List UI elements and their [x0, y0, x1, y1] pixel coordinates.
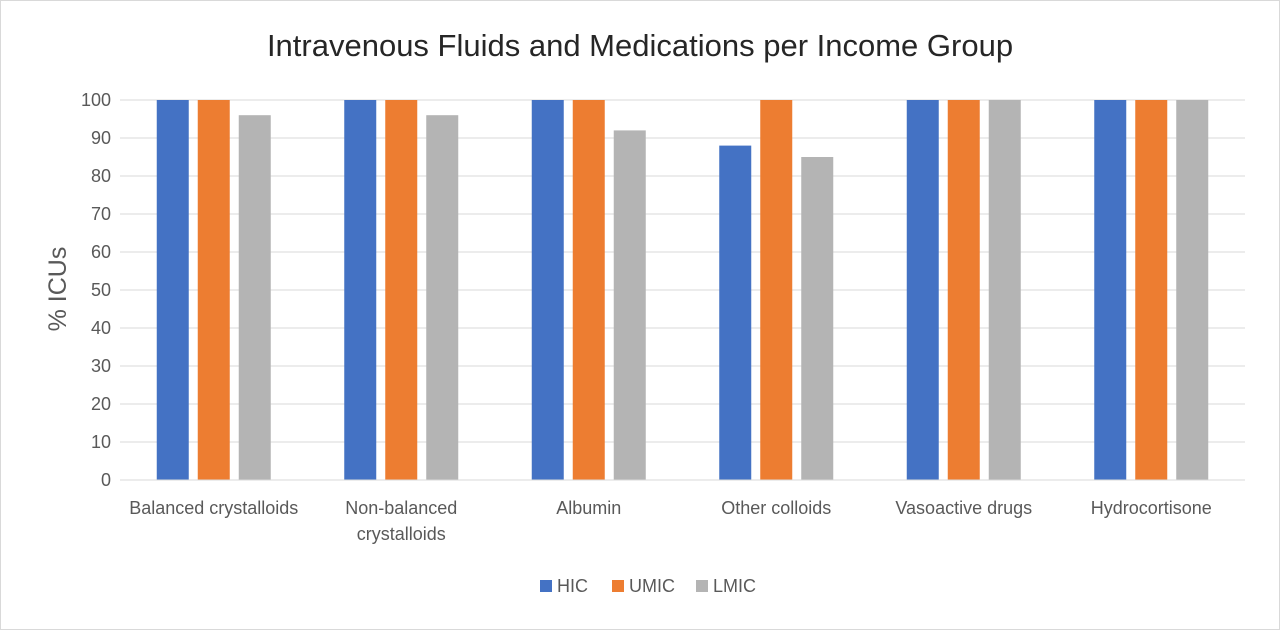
category-label-line: crystalloids [357, 524, 446, 544]
bar-lmic [801, 157, 834, 480]
bar-lmic [613, 130, 646, 480]
gridlines [120, 99, 1245, 481]
category-label: Balanced crystalloids [129, 498, 298, 518]
y-tick-label: 60 [91, 242, 111, 262]
bar-umic [760, 100, 793, 480]
y-tick-label: 30 [91, 356, 111, 376]
bar-umic [947, 100, 980, 480]
y-tick-label: 10 [91, 432, 111, 452]
category-label: Vasoactive drugs [895, 498, 1032, 518]
category-label-line: Non-balanced [345, 498, 457, 518]
category-label-line: Hydrocortisone [1091, 498, 1212, 518]
bar-lmic [426, 115, 459, 480]
bar-hic [719, 145, 752, 480]
legend-swatch-lmic [696, 580, 708, 592]
y-tick-label: 20 [91, 394, 111, 414]
bar-umic [385, 100, 418, 480]
legend-swatch-umic [612, 580, 624, 592]
chart-title: Intravenous Fluids and Medications per I… [267, 28, 1013, 63]
category-label-line: Albumin [556, 498, 621, 518]
bar-lmic [1176, 100, 1209, 480]
legend-label-hic: HIC [557, 576, 588, 596]
category-label: Non-balanced crystalloids [345, 498, 457, 544]
bar-lmic [988, 100, 1021, 480]
category-labels: Balanced crystalloids Non-balanced crystal… [129, 498, 1212, 544]
category-label-line: Other colloids [721, 498, 831, 518]
y-tick-label: 90 [91, 128, 111, 148]
category-label-line: Vasoactive drugs [895, 498, 1032, 518]
legend-swatch-hic [540, 580, 552, 592]
bar-umic [197, 100, 230, 480]
category-label: Other colloids [721, 498, 831, 518]
bar-hic [531, 100, 564, 480]
bar-hic [344, 100, 377, 480]
legend: HIC UMIC LMIC [540, 576, 756, 596]
bar-lmic [238, 115, 271, 480]
y-tick-label: 80 [91, 166, 111, 186]
y-tick-label: 0 [101, 470, 111, 490]
bar-umic [1135, 100, 1168, 480]
y-axis-label: % ICUs [44, 247, 72, 332]
y-axis-ticks: 0 10 20 30 40 50 60 70 80 90 100 [81, 90, 111, 490]
legend-label-umic: UMIC [629, 576, 675, 596]
y-tick-label: 100 [81, 90, 111, 110]
category-label: Albumin [556, 498, 621, 518]
bar-umic [572, 100, 605, 480]
bar-hic [1094, 100, 1127, 480]
bars [156, 100, 1209, 480]
category-label: Hydrocortisone [1091, 498, 1212, 518]
bar-hic [156, 100, 189, 480]
category-label-line: Balanced crystalloids [129, 498, 298, 518]
bar-hic [906, 100, 939, 480]
y-tick-label: 40 [91, 318, 111, 338]
y-tick-label: 70 [91, 204, 111, 224]
legend-label-lmic: LMIC [713, 576, 756, 596]
y-tick-label: 50 [91, 280, 111, 300]
